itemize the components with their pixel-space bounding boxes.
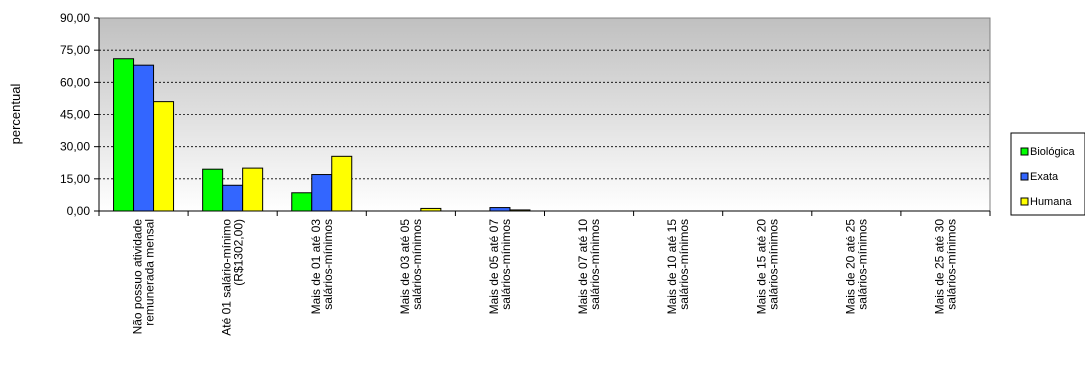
bar-biológica: [113, 58, 135, 212]
x-tick-label: remunerada mensal: [143, 219, 157, 326]
x-tick-label: salários-mínimos: [410, 219, 424, 310]
x-tick-label: salários-mínimos: [588, 219, 602, 310]
y-tick-labels: 0,00 15,00 30,00 45,00 60,00 75,00 90,00: [60, 11, 90, 218]
bar-exata: [489, 207, 511, 212]
y-tick-label: 90,00: [60, 11, 90, 25]
x-tick-label: Mais de 03 até 05: [398, 219, 412, 315]
legend-swatch-biológica: [1020, 147, 1029, 156]
x-tick-label: salários-mínimos: [944, 219, 958, 310]
bar-humana: [242, 167, 264, 212]
x-tick-label: salários-mínimos: [855, 219, 869, 310]
y-tick-label: 45,00: [60, 108, 90, 122]
bar-exata: [222, 184, 244, 212]
legend-label: Exata: [1030, 171, 1059, 183]
bar-humana: [153, 101, 175, 212]
x-tick-label: Mais de 20 até 25: [843, 219, 857, 315]
bar-exata: [311, 174, 333, 212]
x-tick-label: Até 01 salário-mínimo: [220, 219, 234, 336]
x-tick-label: Mais de 01 até 03: [309, 219, 323, 315]
y-tick-label: 30,00: [60, 140, 90, 154]
y-tick-label: 15,00: [60, 172, 90, 186]
x-tick-label: salários-mínimos: [321, 219, 335, 310]
axes: [94, 17, 991, 216]
legend-label: Biológica: [1030, 146, 1076, 158]
x-tick-label: Mais de 15 até 20: [754, 219, 768, 315]
y-axis-label: percentual: [8, 84, 23, 145]
legend: Biológica Exata Humana: [1010, 132, 1085, 216]
bar-exata: [133, 64, 155, 212]
x-tick-label: Mais de 25 até 30: [932, 219, 946, 315]
y-tick-label: 75,00: [60, 43, 90, 57]
legend-swatch-exata: [1020, 172, 1029, 181]
x-tick-label: Não possuo atividade: [131, 219, 145, 335]
y-tick-label: 0,00: [67, 204, 91, 218]
x-tick-label: (R$1302,00): [232, 219, 246, 286]
x-tick-label: Mais de 07 até 10: [576, 219, 590, 315]
x-tick-label: Mais de 10 até 15: [665, 219, 679, 315]
x-tick-label: Mais de 05 até 07: [487, 219, 501, 315]
legend-label: Humana: [1030, 196, 1072, 208]
x-tick-label: salários-mínimos: [499, 219, 513, 310]
bar-biológica: [291, 192, 313, 212]
x-tick-label: salários-mínimos: [677, 219, 691, 310]
bars: [113, 58, 531, 212]
x-tick-label: salários-mínimos: [766, 219, 780, 310]
bar-biológica: [202, 168, 224, 212]
bar-humana: [331, 155, 353, 212]
legend-swatch-humana: [1020, 197, 1029, 206]
y-tick-label: 60,00: [60, 75, 90, 89]
